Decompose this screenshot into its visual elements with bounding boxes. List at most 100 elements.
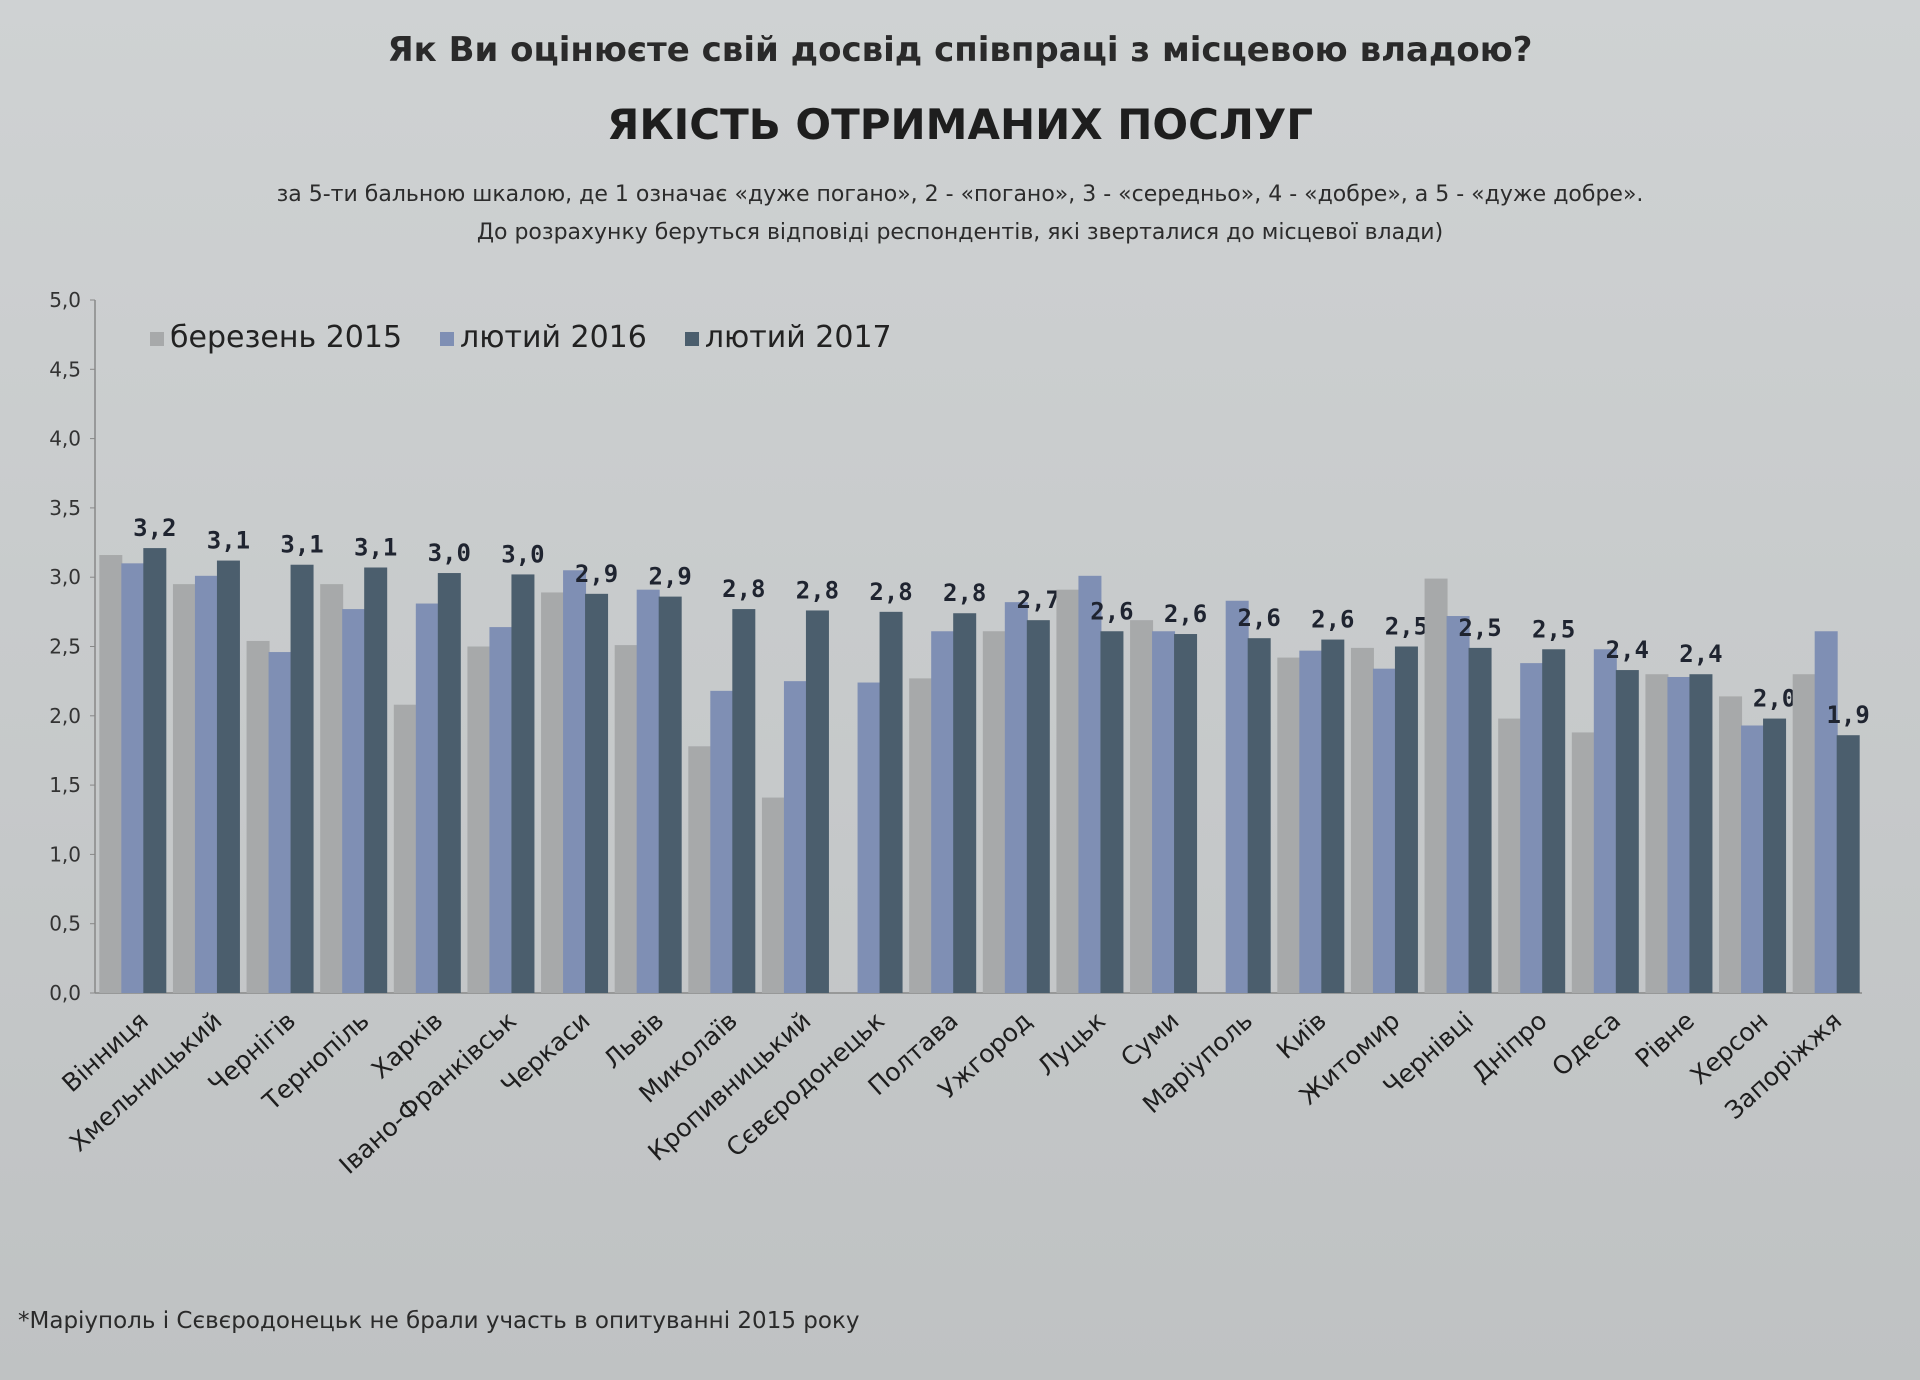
bar-1: [1498, 718, 1522, 993]
bar-1: [1424, 578, 1448, 993]
bar-1: [393, 704, 417, 993]
bar-3: [1763, 718, 1787, 993]
bar-1: [320, 584, 344, 993]
bar-1: [467, 646, 491, 993]
bar-1: [1571, 732, 1595, 993]
data-label: 2,0: [1753, 685, 1796, 713]
bar-1: [99, 555, 123, 993]
legend-item: лютий 2016: [440, 320, 647, 355]
legend-swatch: [440, 331, 455, 346]
y-tick-label: 0,5: [49, 912, 81, 936]
data-label: 2,6: [1164, 600, 1207, 628]
bar-1: [761, 797, 785, 993]
legend-item: березень 2015: [150, 320, 402, 355]
y-tick-label: 1,0: [49, 842, 81, 866]
bar-3: [1542, 649, 1566, 993]
bar-1: [541, 592, 565, 993]
bar-1: [614, 645, 638, 993]
bar-3: [1321, 639, 1345, 993]
bar-chart: 0,00,51,01,52,02,53,03,54,04,55,03,2Вінн…: [49, 288, 1870, 1180]
bar-2: [489, 627, 513, 993]
bar-2: [931, 631, 955, 993]
bar-1: [1056, 589, 1080, 993]
data-label: 2,6: [1311, 606, 1354, 634]
data-label: 2,8: [796, 576, 839, 604]
chart-question: Як Ви оцінюєте свій досвід співпраці з м…: [387, 30, 1533, 70]
bar-2: [1520, 663, 1544, 993]
data-label: 2,8: [869, 578, 912, 606]
legend-label: березень 2015: [170, 320, 403, 355]
data-label: 3,1: [280, 531, 323, 559]
legend-label: лютий 2016: [460, 320, 647, 355]
y-tick-label: 1,5: [49, 773, 81, 797]
category-label: Суми: [1115, 1006, 1184, 1073]
bar-1: [1645, 674, 1669, 993]
bar-3: [1394, 646, 1418, 993]
data-label: 3,1: [354, 533, 397, 561]
bar-2: [857, 682, 881, 993]
bar-2: [563, 570, 587, 993]
bar-1: [1130, 620, 1154, 993]
category-label: Дніпро: [1466, 1006, 1553, 1088]
bar-2: [783, 681, 807, 993]
bar-2: [1814, 631, 1838, 993]
data-label: 3,0: [501, 540, 544, 568]
chart-legend: березень 2015 лютий 2016 лютий 2017: [150, 320, 892, 355]
data-label: 2,8: [943, 579, 986, 607]
bar-3: [585, 593, 609, 993]
y-tick-label: 3,0: [49, 565, 81, 589]
bar-3: [1026, 620, 1050, 993]
category-label: Луцьк: [1032, 1006, 1111, 1081]
data-label: 2,5: [1532, 615, 1575, 643]
bar-2: [342, 609, 366, 993]
bar-3: [1615, 670, 1639, 993]
category-label: Одеса: [1546, 1006, 1626, 1082]
bar-1: [982, 631, 1006, 993]
y-tick-label: 4,5: [49, 357, 81, 381]
legend-label: лютий 2017: [704, 320, 892, 355]
data-label: 2,6: [1090, 597, 1133, 625]
bar-2: [1004, 602, 1028, 993]
data-label: 1,9: [1827, 701, 1870, 729]
y-tick-label: 4,0: [49, 427, 81, 451]
bar-2: [1372, 668, 1396, 993]
bar-2: [268, 652, 292, 993]
bar-1: [1719, 696, 1743, 993]
bar-3: [1836, 735, 1860, 993]
bar-3: [1468, 647, 1492, 993]
bar-2: [121, 563, 145, 993]
bar-3: [732, 609, 756, 993]
bar-2: [1446, 616, 1470, 993]
bar-3: [364, 567, 388, 993]
data-label: 2,5: [1458, 614, 1501, 642]
bar-3: [1100, 631, 1124, 993]
category-label: Київ: [1271, 1006, 1332, 1065]
data-label: 3,2: [133, 514, 176, 542]
data-label: 2,4: [1606, 636, 1649, 664]
bar-2: [1741, 725, 1765, 993]
bar-1: [172, 584, 196, 993]
bar-3: [953, 613, 977, 993]
legend-item: лютий 2017: [684, 320, 892, 355]
bar-3: [437, 573, 461, 993]
bar-2: [1152, 631, 1176, 993]
y-tick-label: 0,0: [49, 981, 81, 1005]
data-label: 2,5: [1385, 613, 1428, 641]
bar-2: [1593, 649, 1617, 993]
bar-1: [1277, 657, 1301, 993]
bar-2: [1299, 650, 1323, 993]
chart-title: ЯКІСТЬ ОТРИМАНИХ ПОСЛУГ: [606, 100, 1313, 149]
bar-1: [688, 746, 712, 993]
bar-3: [1247, 638, 1271, 993]
bar-3: [658, 596, 682, 993]
data-label: 2,8: [722, 575, 765, 603]
bar-2: [1225, 600, 1249, 993]
bar-3: [879, 611, 903, 993]
bar-1: [1350, 647, 1374, 993]
data-label: 2,7: [1017, 586, 1060, 614]
bar-2: [710, 690, 734, 993]
bar-3: [511, 574, 535, 993]
bar-3: [216, 560, 240, 993]
bar-1: [909, 678, 933, 993]
y-tick-label: 5,0: [49, 288, 81, 312]
